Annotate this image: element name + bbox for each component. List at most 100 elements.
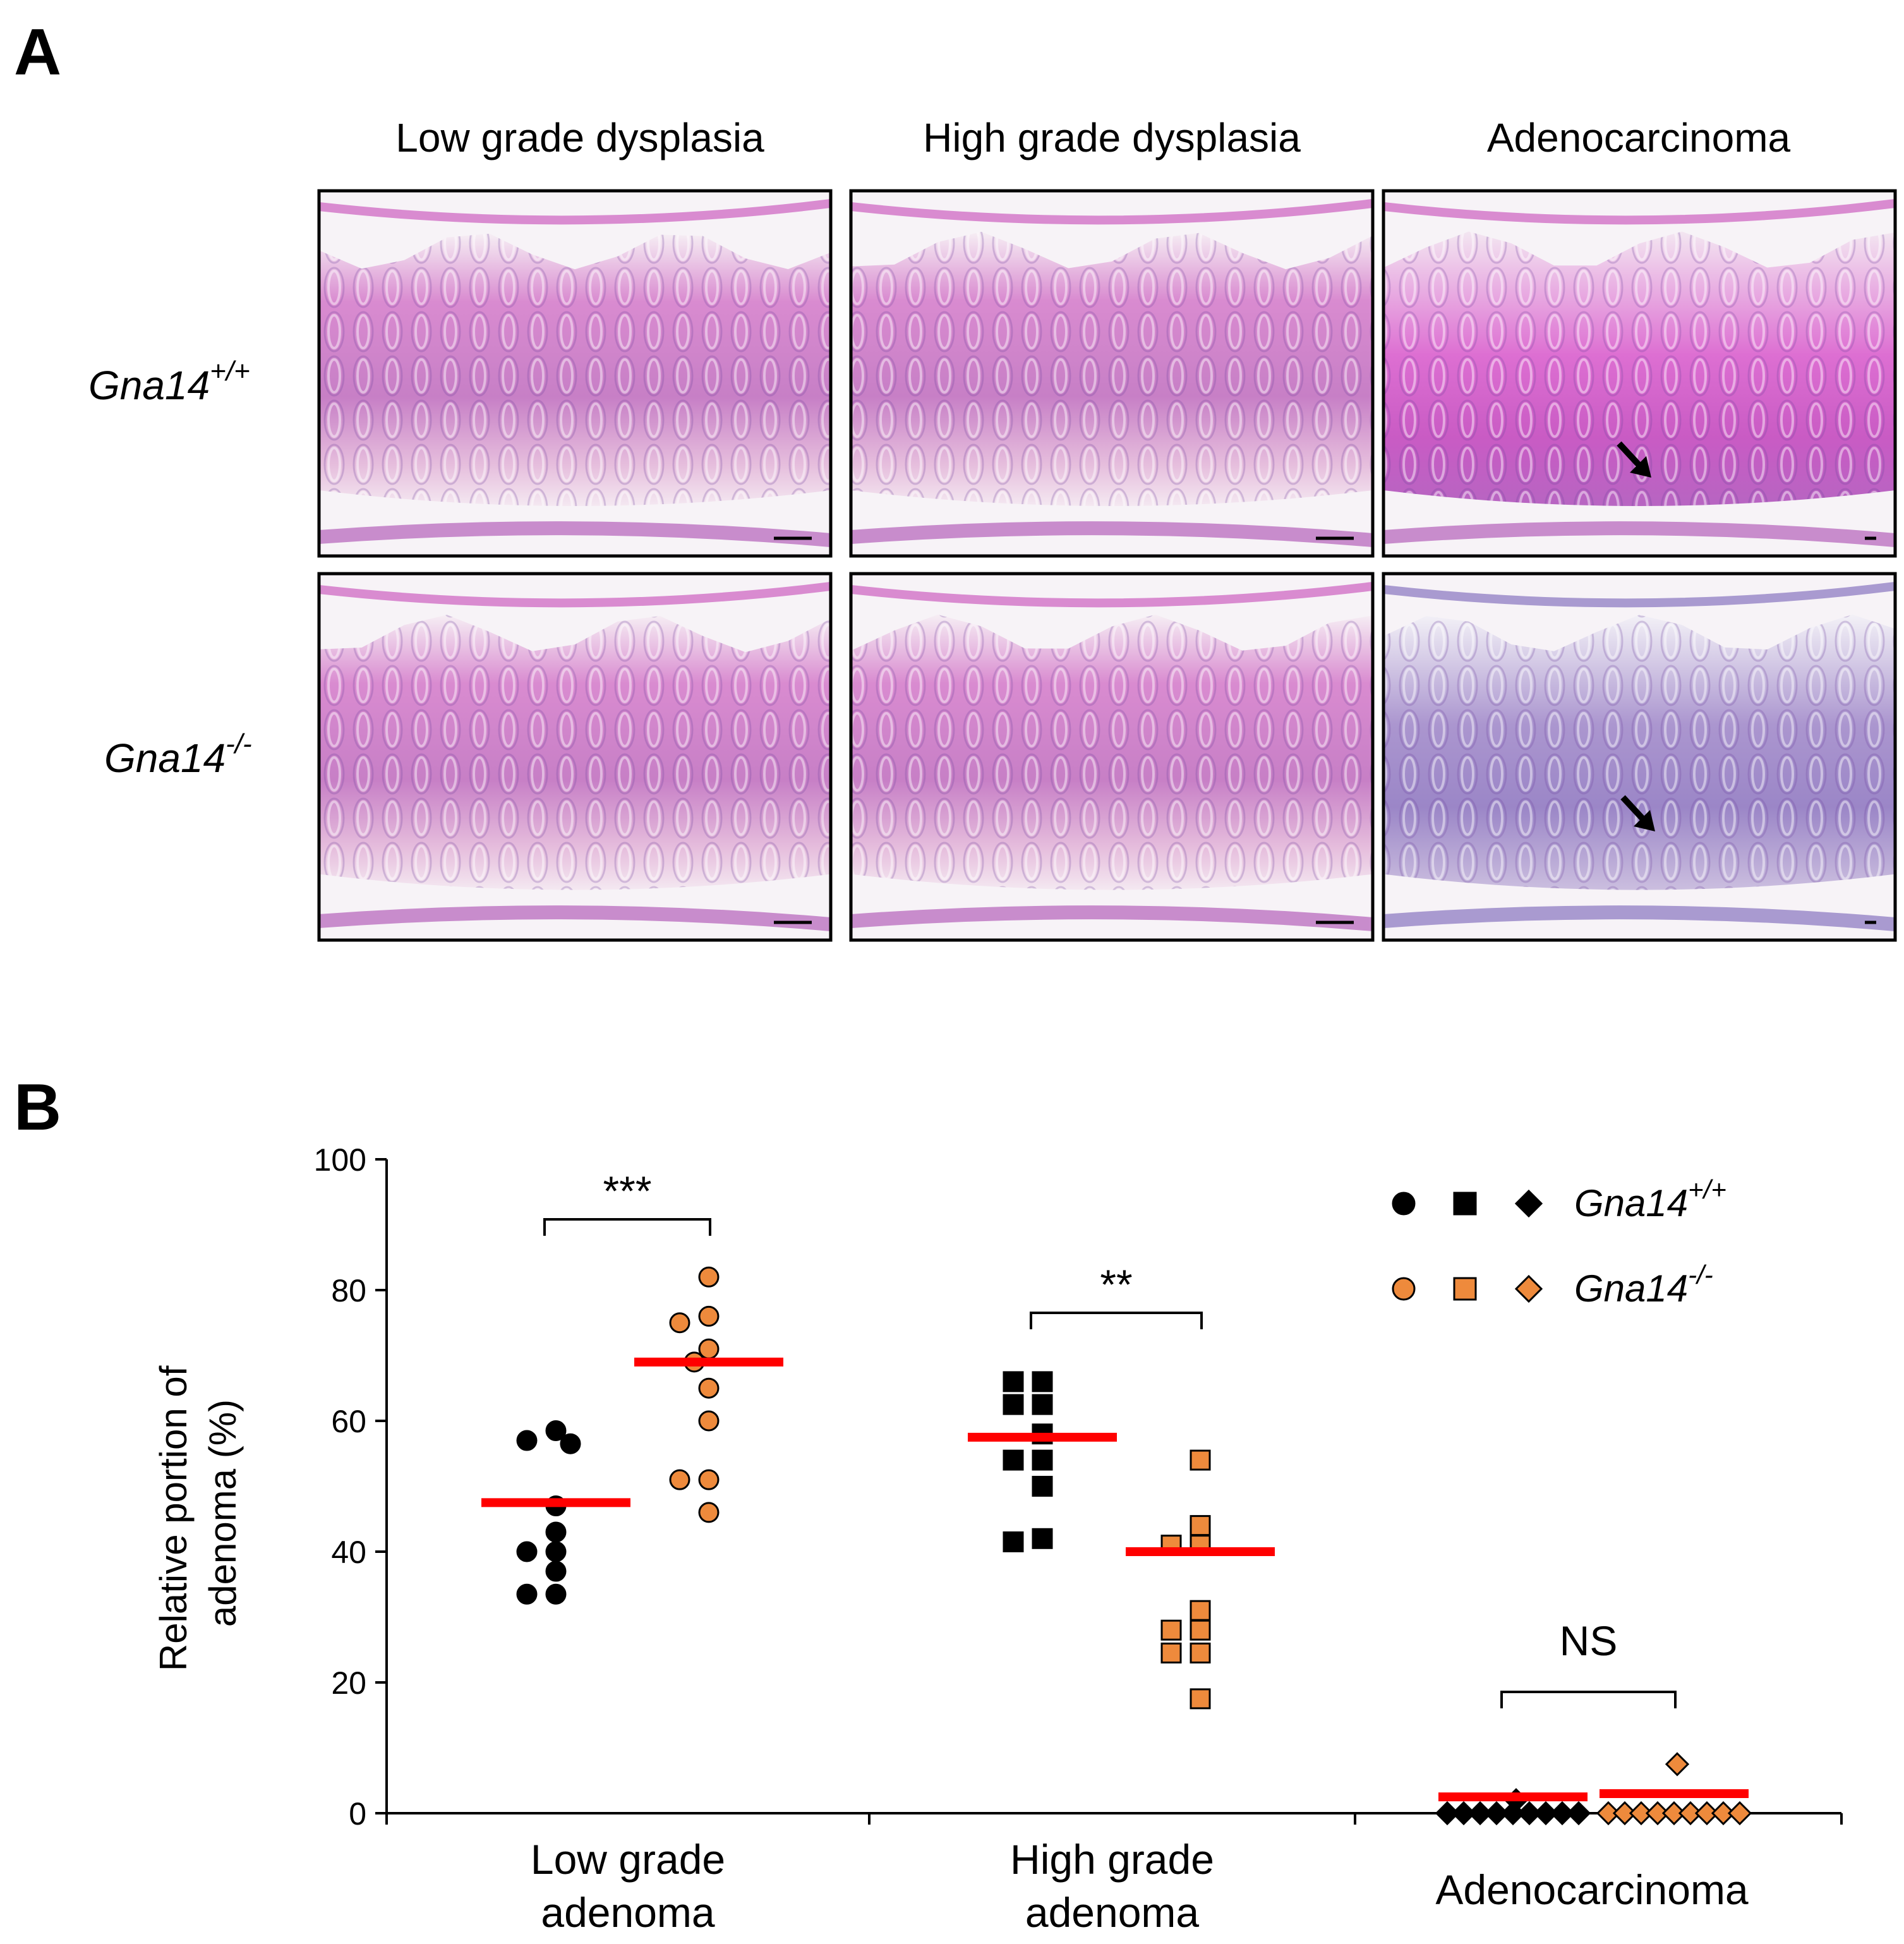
data-point [545, 1583, 567, 1605]
mucosa-strip [319, 905, 831, 931]
mucosa-strip [851, 582, 1373, 608]
mucosa-strip [851, 521, 1373, 547]
category-label-line1: Low grade [531, 1836, 725, 1883]
data-point [1484, 1801, 1509, 1826]
significance-bracket [1030, 1312, 1203, 1329]
data-point [1629, 1801, 1654, 1826]
y-axis-label: Relative portion of adenoma (%) [152, 1355, 244, 1671]
data-point [1596, 1801, 1621, 1826]
data-point [1190, 1515, 1211, 1536]
y-axis-label-line1: Relative portion of [152, 1365, 195, 1671]
scatter-chart: 0 20 40 60 80 100 Relative portion of adenoma… [152, 1142, 1843, 1936]
data-point [560, 1433, 581, 1454]
data-point [516, 1583, 538, 1605]
data-point [698, 1266, 720, 1288]
crypt-texture [851, 231, 1373, 506]
column-title-high-grade-dysplasia: High grade dysplasia [923, 115, 1301, 160]
data-point [545, 1420, 567, 1442]
data-point [1645, 1801, 1670, 1826]
legend-diamond-icon [1514, 1274, 1543, 1303]
y-axis-label-line2: adenoma (%) [202, 1399, 244, 1627]
row-label-knockout: Gna14-/- [104, 728, 252, 781]
data-point [1451, 1801, 1476, 1826]
data-point [1032, 1528, 1053, 1549]
data-point [1190, 1449, 1211, 1471]
data-point [1003, 1531, 1024, 1552]
data-point [516, 1430, 538, 1451]
category-label: Adenocarcinoma [1435, 1866, 1749, 1913]
histology-grid [317, 189, 1897, 942]
row-label-knockout-name: Gna14 [104, 735, 226, 781]
legend-label: Gna14+/+ [1574, 1174, 1726, 1224]
category-labels: Low grade adenoma High grade adenoma Adenoca… [531, 1836, 1749, 1936]
row-label-knockout-sup: -/- [226, 728, 252, 759]
y-tick-label: 100 [314, 1142, 366, 1178]
mucosa-strip [1383, 905, 1895, 931]
data-point [1032, 1371, 1053, 1392]
data-point [698, 1377, 720, 1399]
data-point [1661, 1801, 1687, 1826]
crypt-texture [319, 233, 831, 506]
data-point [1566, 1801, 1591, 1826]
data-point [545, 1521, 567, 1543]
micrograph-adenocarcinoma-knockout [1382, 572, 1897, 942]
legend-entry: Gna14-/- [1392, 1260, 1713, 1310]
data-point [1533, 1801, 1558, 1826]
category-label: Low grade adenoma [531, 1836, 725, 1936]
data-point [1467, 1801, 1493, 1826]
legend-entry: Gna14+/+ [1392, 1174, 1726, 1224]
data-point [1435, 1801, 1460, 1826]
data-point [698, 1305, 720, 1327]
panel-letter-b: B [14, 1071, 61, 1144]
legend-diamond-icon [1514, 1189, 1543, 1218]
legend-label-sup: -/- [1688, 1260, 1713, 1289]
mucosa-strip [851, 905, 1373, 931]
mucosa-strip [851, 199, 1373, 225]
mucosa-strip [319, 521, 831, 547]
data-points [516, 1266, 1752, 1826]
micrograph-frame [1382, 572, 1897, 942]
arrow-head-icon [1634, 810, 1655, 831]
data-point [1694, 1801, 1720, 1826]
crypt-texture [1383, 614, 1895, 890]
mucosa-strip [319, 199, 831, 225]
data-point [516, 1541, 538, 1562]
crypt-texture [851, 614, 1373, 890]
y-tick-label: 60 [331, 1404, 366, 1439]
micrograph-frame [317, 189, 833, 558]
data-point [1190, 1642, 1211, 1663]
mucosa-strip [1383, 199, 1895, 225]
legend-label-name: Gna14 [1574, 1182, 1688, 1224]
legend-circle-icon [1392, 1192, 1416, 1216]
y-tick-label: 40 [331, 1535, 366, 1570]
data-point [1190, 1600, 1211, 1621]
data-point [1550, 1801, 1575, 1826]
mucosa-strip [319, 582, 831, 608]
micrograph-frame [849, 572, 1375, 942]
data-point [1711, 1801, 1736, 1826]
mucosa-strip [1383, 582, 1895, 608]
data-point [669, 1469, 690, 1490]
legend-square-icon [1453, 1192, 1477, 1216]
mucosa-strip [1383, 521, 1895, 547]
significance-label: ** [1100, 1261, 1132, 1308]
legend-square-icon [1453, 1277, 1477, 1301]
micrograph-high-grade-knockout [849, 572, 1375, 942]
data-point [1032, 1449, 1053, 1471]
panel-letter-a: A [14, 16, 61, 89]
y-tick-label: 0 [349, 1796, 366, 1832]
row-label-wildtype-sup: +/+ [210, 356, 250, 387]
data-point [1190, 1619, 1211, 1641]
category-label-line2: adenoma [541, 1889, 715, 1936]
column-title-adenocarcinoma: Adenocarcinoma [1487, 115, 1791, 160]
data-point [1678, 1801, 1703, 1826]
category-label-line1: Adenocarcinoma [1435, 1866, 1749, 1913]
data-point [1517, 1801, 1542, 1826]
category-label-line1: High grade [1010, 1836, 1214, 1883]
data-point [545, 1541, 567, 1562]
significance-brackets: *****NS [543, 1168, 1677, 1708]
category-label: High grade adenoma [1010, 1836, 1214, 1936]
row-label-wildtype-name: Gna14 [88, 363, 210, 408]
data-point [1003, 1371, 1024, 1392]
data-point [1190, 1688, 1211, 1710]
